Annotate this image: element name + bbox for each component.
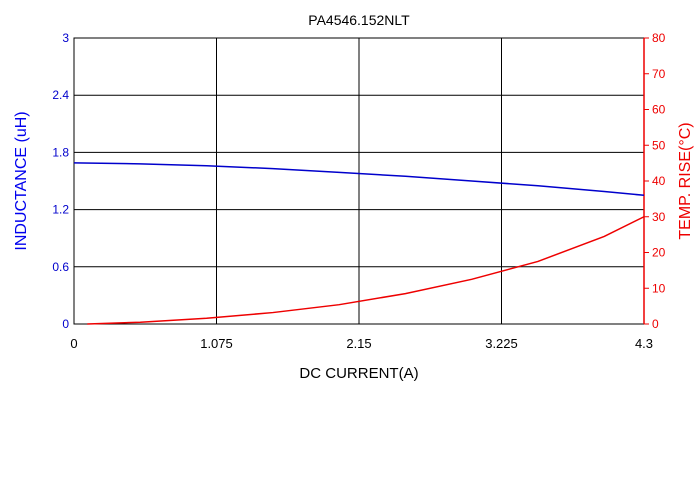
y-axis-left-label: INDUCTANCE (uH): [13, 111, 30, 250]
y-right-tick-label: 10: [652, 281, 666, 295]
y-right-tick-label: 40: [652, 174, 666, 188]
x-tick-label: 3.225: [485, 336, 518, 351]
y-right-tick-label: 80: [652, 31, 666, 45]
temp-rise-line: [87, 216, 645, 325]
x-axis-label: DC CURRENT(A): [299, 365, 418, 382]
y-axis-right-label: TEMP. RISE(°C): [677, 122, 694, 239]
x-axis: 0 1.075 2.15 3.225 4.3: [70, 336, 653, 351]
x-tick-label: 1.075: [200, 336, 233, 351]
left-axis: 0 0.6 1.2 1.8 2.4 3: [52, 31, 69, 331]
y-left-tick-label: 0: [62, 317, 69, 331]
y-left-tick-label: 1.2: [52, 203, 69, 217]
chart-title: PA4546.152NLT: [308, 12, 410, 28]
y-left-tick-label: 1.8: [52, 145, 69, 159]
y-left-tick-label: 0.6: [52, 260, 69, 274]
inductance-line: [73, 162, 645, 197]
grid: [74, 38, 644, 324]
x-tick-label: 2.15: [346, 336, 371, 351]
y-left-tick-label: 2.4: [52, 88, 69, 102]
y-right-tick-label: 50: [652, 138, 666, 152]
y-right-tick-label: 70: [652, 67, 666, 81]
series-layer: [73, 162, 645, 325]
right-axis: 0 10 20 30 40 50 60 70 80: [643, 31, 666, 331]
x-tick-label: 0: [70, 336, 77, 351]
y-right-tick-label: 0: [652, 317, 659, 331]
y-right-tick-label: 60: [652, 103, 666, 117]
y-right-tick-label: 30: [652, 210, 666, 224]
y-right-tick-label: 20: [652, 246, 666, 260]
y-left-tick-label: 3: [62, 31, 69, 45]
x-tick-label: 4.3: [635, 336, 653, 351]
